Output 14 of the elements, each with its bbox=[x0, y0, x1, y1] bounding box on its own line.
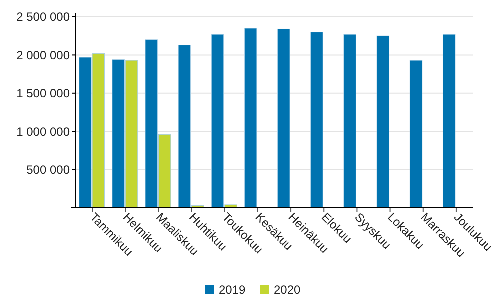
bar bbox=[310, 32, 324, 208]
y-tick-label: 1 500 000 bbox=[16, 86, 70, 101]
legend-label: 2020 bbox=[274, 283, 302, 298]
y-tick-label: 500 000 bbox=[26, 163, 70, 177]
bar bbox=[344, 34, 356, 208]
y-tick-label: 2 000 000 bbox=[16, 48, 70, 62]
y-tick-label: 1 000 000 bbox=[16, 124, 70, 139]
legend-label: 2019 bbox=[219, 283, 246, 298]
bar bbox=[244, 28, 258, 208]
bar bbox=[442, 34, 456, 208]
bar bbox=[376, 36, 390, 208]
bar bbox=[410, 60, 423, 208]
y-tick-label: 2 500 000 bbox=[16, 10, 70, 24]
bar bbox=[278, 28, 290, 208]
